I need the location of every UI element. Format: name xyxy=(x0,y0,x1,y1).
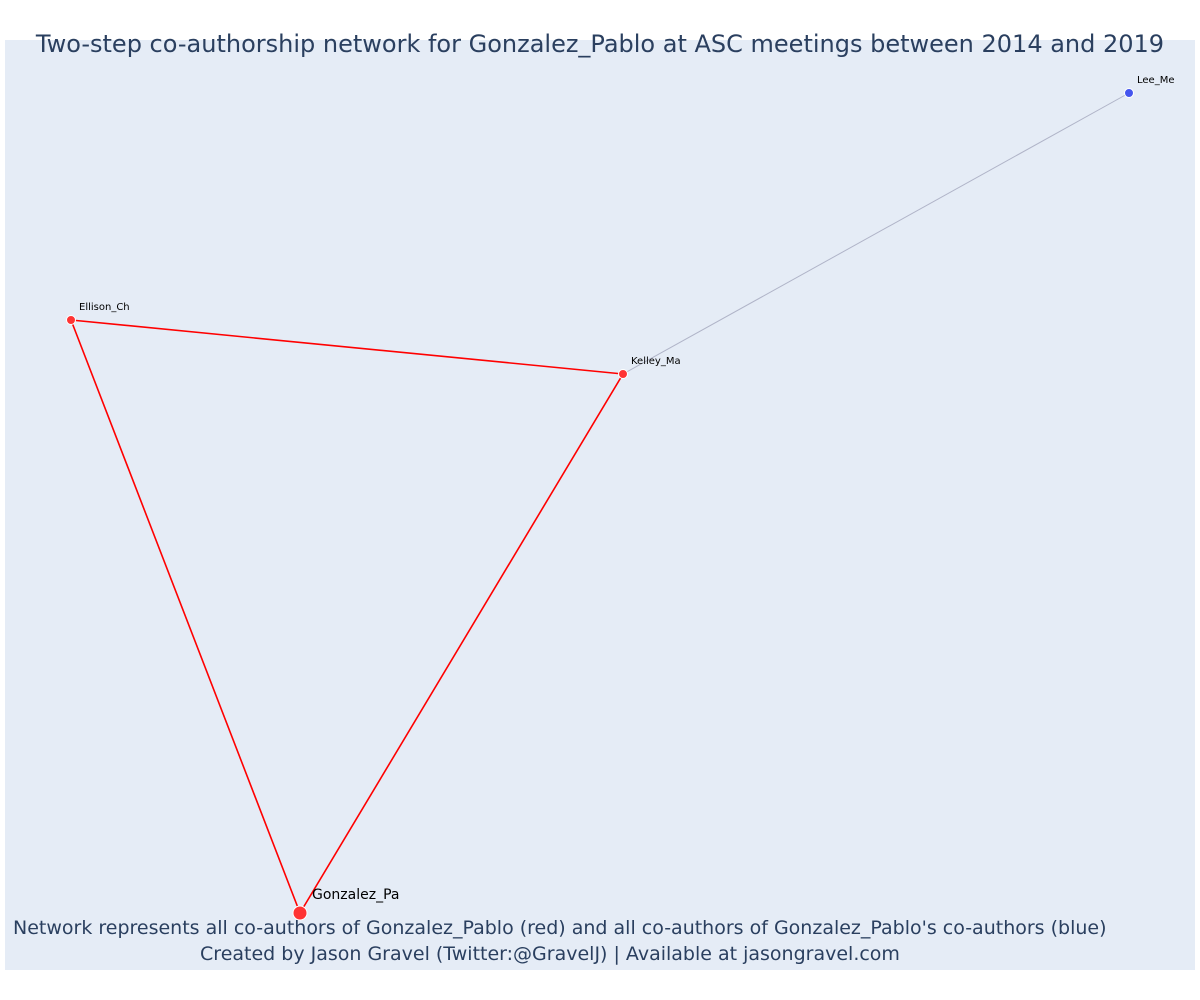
edges-layer xyxy=(70,92,1130,914)
chart-title: Two-step co-authorship network for Gonza… xyxy=(35,30,1165,58)
nodes-layer xyxy=(66,88,1134,921)
node-label-Gonzalez_Pa: Gonzalez_Pa xyxy=(312,887,399,903)
plot-area xyxy=(5,40,1195,970)
caption-line-2: Created by Jason Gravel (Twitter:@Gravel… xyxy=(200,943,900,965)
caption-line-1: Network represents all co-authors of Gon… xyxy=(13,917,1107,939)
labels-layer: Gonzalez_Pa Ellison_Ch Kelley_Ma Lee_Me xyxy=(79,75,1174,903)
node-label-Kelley_Ma: Kelley_Ma xyxy=(631,356,681,367)
edge-Ellison_Ch-Kelley_Ma xyxy=(70,319,624,375)
node-Gonzalez_Pa[interactable] xyxy=(292,905,308,921)
node-Lee_Me[interactable] xyxy=(1124,88,1134,98)
node-Ellison_Ch[interactable] xyxy=(66,315,76,325)
node-label-Lee_Me: Lee_Me xyxy=(1137,75,1174,86)
edge-Gonzalez_Pa-Ellison_Ch xyxy=(70,319,301,914)
node-Kelley_Ma[interactable] xyxy=(618,369,628,379)
edge-Gonzalez_Pa-Kelley_Ma xyxy=(299,373,624,914)
node-label-Ellison_Ch: Ellison_Ch xyxy=(79,302,130,313)
edge-Kelley_Ma-Lee_Me xyxy=(622,92,1130,375)
